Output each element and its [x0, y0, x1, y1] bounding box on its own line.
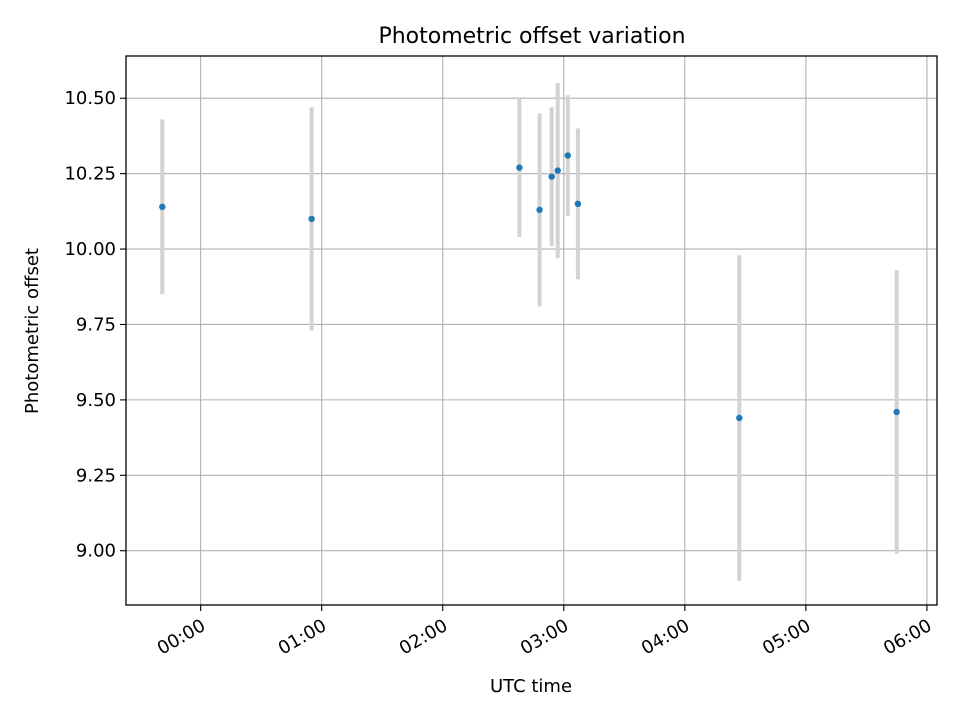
- errorbars: [160, 83, 899, 581]
- y-axis-ticks: 9.00 9.25 9.50 9.75 10.00 10.25 10.50: [64, 88, 126, 562]
- grid: [126, 56, 937, 605]
- data-point: [564, 152, 572, 159]
- x-tick-label: 00:00: [154, 615, 209, 659]
- x-tick-label: 06:00: [880, 615, 935, 659]
- x-tick-label: 04:00: [638, 615, 693, 659]
- data-point: [159, 203, 166, 211]
- y-tick-label: 9.75: [76, 314, 116, 335]
- data-point: [536, 206, 543, 214]
- y-tick-label: 9.25: [76, 465, 116, 486]
- data-point: [516, 164, 523, 171]
- chart-title: Photometric offset variation: [378, 24, 685, 49]
- y-tick-label: 10.00: [64, 239, 116, 260]
- data-point: [736, 414, 743, 422]
- data-point: [548, 173, 555, 180]
- x-tick-label: 02:00: [396, 615, 451, 659]
- y-tick-label: 9.00: [76, 541, 116, 562]
- y-tick-label: 10.50: [64, 88, 116, 109]
- x-tick-label: 03:00: [517, 615, 572, 659]
- x-tick-label: 05:00: [759, 615, 814, 659]
- data-point: [554, 167, 561, 174]
- x-axis-ticks: 00:00 01:00 02:00 03:00 04:00 05:00 06:00: [154, 605, 935, 659]
- y-tick-label: 10.25: [64, 164, 116, 185]
- x-tick-label: 01:00: [275, 615, 330, 659]
- data-point: [893, 408, 900, 416]
- plot-frame: [125, 55, 938, 606]
- data-point: [574, 200, 582, 208]
- y-axis-label: Photometric offset: [22, 248, 43, 414]
- y-tick-label: 9.50: [76, 390, 116, 411]
- data-point: [308, 215, 315, 223]
- data-points: [159, 152, 900, 422]
- x-axis-label: UTC time: [490, 676, 572, 697]
